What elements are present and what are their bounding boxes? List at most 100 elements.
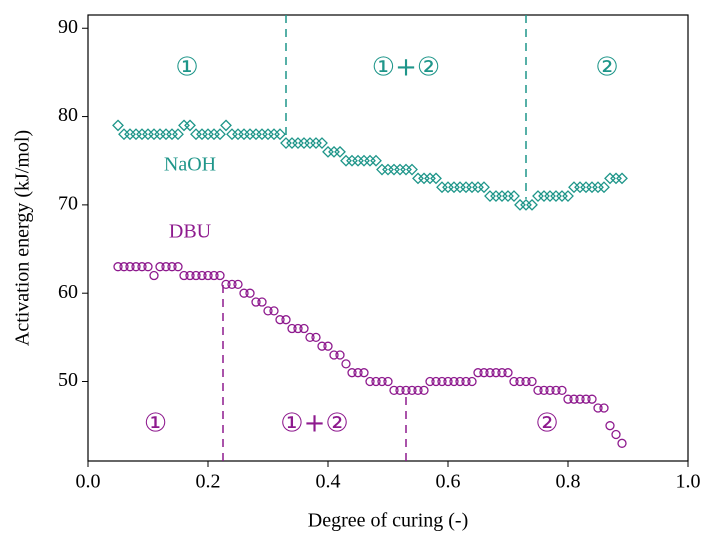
- data-point: [365, 376, 375, 387]
- region-label: ①: [175, 53, 198, 83]
- data-point: [346, 154, 358, 167]
- data-point: [461, 376, 471, 387]
- data-point: [377, 376, 387, 387]
- data-point: [316, 137, 328, 149]
- data-point: [437, 376, 447, 387]
- data-point: [472, 181, 484, 194]
- data-point: [412, 172, 424, 185]
- y-tick-label: 60: [58, 281, 78, 303]
- data-point: [436, 181, 448, 194]
- data-point: [593, 403, 603, 413]
- data-point: [490, 190, 502, 202]
- data-point: [172, 128, 184, 141]
- data-point: [191, 270, 201, 281]
- data-point: [334, 145, 346, 158]
- data-point: [610, 172, 622, 185]
- data-point: [215, 270, 225, 281]
- data-point: [617, 438, 627, 448]
- data-point: [322, 145, 334, 158]
- data-point: [352, 154, 364, 167]
- data-point: [293, 323, 303, 334]
- data-point: [491, 368, 501, 378]
- data-point: [220, 119, 232, 132]
- x-tick-label: 0.2: [196, 471, 221, 493]
- y-tick-label: 50: [58, 369, 78, 391]
- data-point: [562, 190, 574, 202]
- data-point: [250, 128, 262, 141]
- data-point: [604, 172, 616, 185]
- x-tick-label: 1.0: [676, 471, 701, 493]
- data-point: [580, 181, 592, 194]
- data-point: [136, 128, 148, 141]
- data-point: [148, 128, 160, 141]
- data-point: [161, 262, 171, 272]
- data-point: [131, 262, 141, 272]
- data-point: [185, 270, 195, 281]
- data-point: [598, 181, 610, 194]
- data-point: [359, 368, 369, 378]
- data-point: [551, 385, 561, 395]
- region-label: ②: [535, 409, 558, 439]
- data-point: [286, 137, 298, 149]
- data-point: [137, 262, 147, 272]
- data-point: [430, 172, 442, 185]
- data-point: [611, 429, 621, 440]
- data-point: [154, 128, 166, 141]
- y-tick-label: 80: [58, 104, 78, 126]
- data-point: [119, 262, 129, 272]
- data-point: [281, 315, 291, 325]
- data-point: [515, 376, 525, 387]
- data-point: [245, 288, 255, 298]
- data-point: [484, 190, 496, 202]
- y-tick-label: 90: [58, 16, 78, 38]
- data-point: [226, 128, 238, 141]
- data-point: [526, 198, 538, 211]
- data-point: [449, 376, 459, 387]
- data-point: [167, 262, 177, 272]
- region-label: ①+②: [372, 53, 440, 83]
- data-point: [401, 385, 411, 395]
- data-point: [473, 368, 483, 378]
- data-point: [149, 270, 159, 281]
- data-point: [311, 332, 321, 343]
- data-point: [371, 376, 381, 387]
- data-point: [143, 262, 153, 272]
- data-point: [298, 137, 310, 149]
- data-point: [521, 376, 531, 387]
- data-point: [305, 332, 315, 343]
- data-point: [280, 137, 292, 149]
- data-point: [304, 137, 316, 149]
- region-label: ①: [144, 409, 167, 439]
- region-label: ②: [595, 53, 618, 83]
- data-point: [274, 128, 286, 141]
- data-point: [376, 163, 388, 176]
- data-point: [317, 341, 327, 351]
- data-point: [550, 190, 562, 202]
- data-point: [413, 385, 423, 395]
- data-point: [221, 279, 231, 290]
- data-point: [251, 297, 261, 307]
- data-point: [527, 376, 537, 387]
- data-point: [329, 350, 339, 360]
- data-point: [130, 128, 142, 141]
- data-point: [388, 163, 400, 176]
- y-tick-label: 70: [58, 192, 78, 214]
- data-point: [112, 119, 124, 132]
- x-tick-label: 0.4: [316, 471, 341, 493]
- data-point: [587, 394, 597, 404]
- data-point: [478, 181, 490, 194]
- data-point: [569, 394, 579, 404]
- data-point: [443, 376, 453, 387]
- data-point: [520, 198, 532, 211]
- data-point: [113, 262, 123, 272]
- y-axis-label: Activation energy (kJ/mol): [12, 130, 34, 346]
- data-point: [155, 262, 165, 272]
- data-point: [382, 163, 394, 176]
- data-point: [238, 128, 250, 141]
- data-point: [406, 163, 418, 176]
- data-point: [202, 128, 214, 141]
- data-point: [256, 128, 268, 141]
- data-point: [395, 385, 405, 395]
- data-point: [268, 128, 280, 141]
- data-point: [509, 376, 519, 387]
